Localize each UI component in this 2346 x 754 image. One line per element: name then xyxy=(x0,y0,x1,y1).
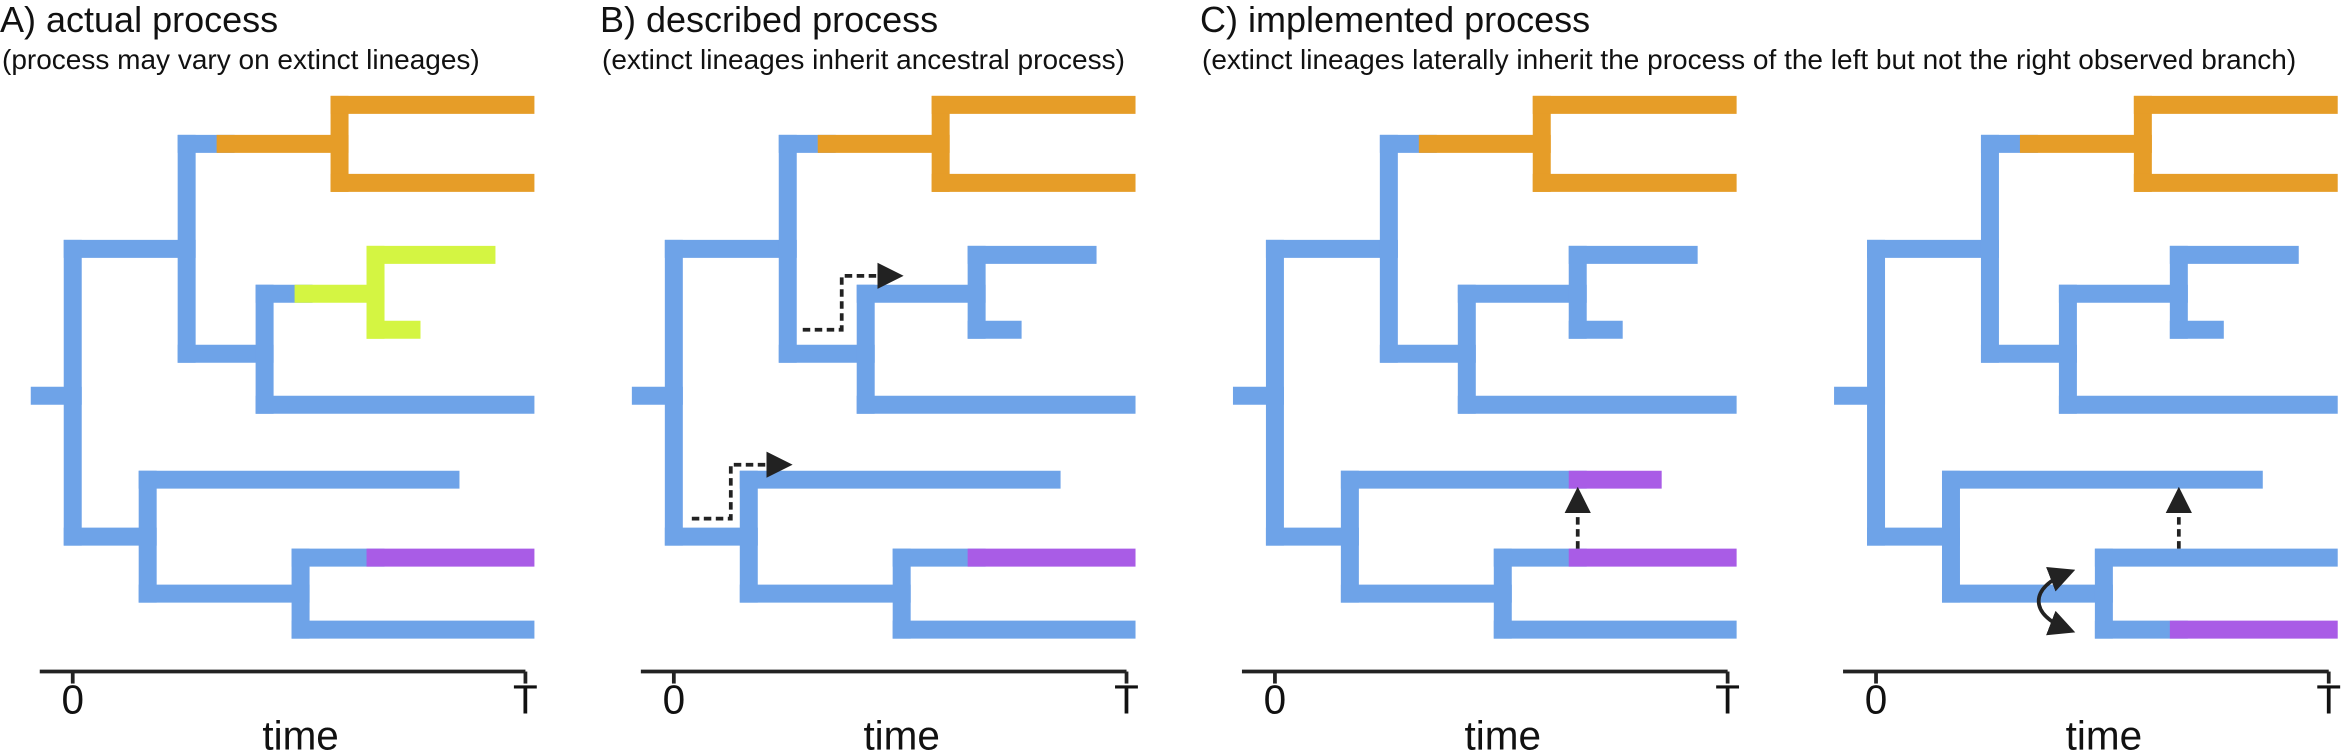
axis-end-label: T xyxy=(513,677,538,723)
panel-c-title: C) implemented process xyxy=(1200,0,1591,40)
axis-label: time xyxy=(262,713,338,754)
inherit-arrow xyxy=(691,451,793,521)
panel-c-subtitle: (extinct lineages laterally inherit the … xyxy=(1202,44,2297,75)
swap-arrow xyxy=(2037,566,2076,636)
axis-start-label: 0 xyxy=(61,677,84,723)
panel-b-subtitle: (extinct lineages inherit ancestral proc… xyxy=(602,44,1125,75)
panel-a-title: A) actual process xyxy=(0,0,279,40)
panel-a-subtitle: (process may vary on extinct lineages) xyxy=(2,44,480,75)
axis-start-label: 0 xyxy=(663,677,686,723)
axis-end-label: T xyxy=(1715,677,1740,723)
axis-label: time xyxy=(863,713,939,754)
axis-start-label: 0 xyxy=(1264,677,1287,723)
axis-end-label: T xyxy=(2316,677,2341,723)
panel-b-title: B) described process xyxy=(600,0,939,40)
inherit-arrow xyxy=(802,262,904,332)
axis-start-label: 0 xyxy=(1865,677,1888,723)
axis-end-label: T xyxy=(1114,677,1139,723)
axis-label: time xyxy=(1465,713,1541,754)
axis-label: time xyxy=(2066,713,2142,754)
